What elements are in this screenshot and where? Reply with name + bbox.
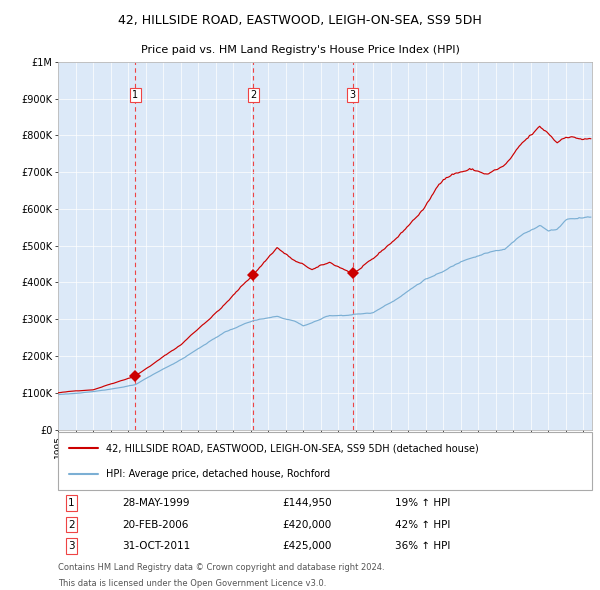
Text: 2: 2: [68, 520, 75, 529]
Text: Contains HM Land Registry data © Crown copyright and database right 2024.: Contains HM Land Registry data © Crown c…: [58, 563, 385, 572]
Text: Price paid vs. HM Land Registry's House Price Index (HPI): Price paid vs. HM Land Registry's House …: [140, 45, 460, 55]
Text: 28-MAY-1999: 28-MAY-1999: [122, 498, 190, 508]
Text: £420,000: £420,000: [283, 520, 332, 529]
Text: 1: 1: [68, 498, 75, 508]
Text: 42, HILLSIDE ROAD, EASTWOOD, LEIGH-ON-SEA, SS9 5DH (detached house): 42, HILLSIDE ROAD, EASTWOOD, LEIGH-ON-SE…: [106, 443, 479, 453]
Text: 3: 3: [350, 90, 356, 100]
Text: £425,000: £425,000: [283, 541, 332, 551]
Text: 31-OCT-2011: 31-OCT-2011: [122, 541, 191, 551]
Text: £144,950: £144,950: [283, 498, 332, 508]
Text: 42, HILLSIDE ROAD, EASTWOOD, LEIGH-ON-SEA, SS9 5DH: 42, HILLSIDE ROAD, EASTWOOD, LEIGH-ON-SE…: [118, 14, 482, 27]
Text: 20-FEB-2006: 20-FEB-2006: [122, 520, 188, 529]
Text: 3: 3: [68, 541, 75, 551]
Text: 19% ↑ HPI: 19% ↑ HPI: [395, 498, 450, 508]
Text: 36% ↑ HPI: 36% ↑ HPI: [395, 541, 450, 551]
Text: 2: 2: [250, 90, 256, 100]
Text: HPI: Average price, detached house, Rochford: HPI: Average price, detached house, Roch…: [106, 468, 331, 478]
Text: 42% ↑ HPI: 42% ↑ HPI: [395, 520, 450, 529]
FancyBboxPatch shape: [58, 432, 592, 490]
Text: This data is licensed under the Open Government Licence v3.0.: This data is licensed under the Open Gov…: [58, 579, 326, 588]
Text: 1: 1: [132, 90, 138, 100]
